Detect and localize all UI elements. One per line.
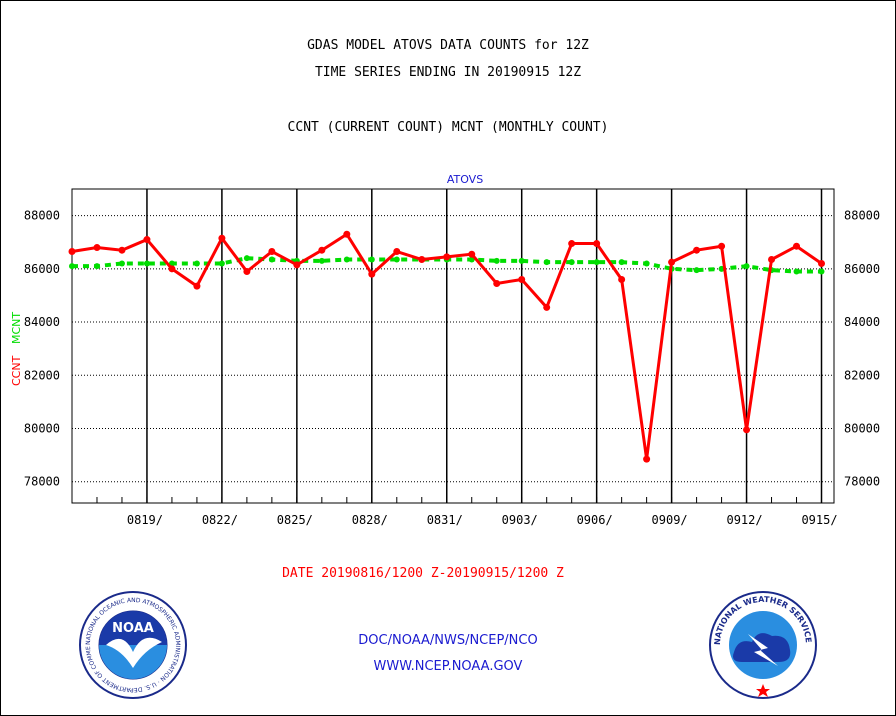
ccnt-point xyxy=(693,246,701,254)
mcnt-point xyxy=(743,263,750,270)
ccnt-point xyxy=(318,246,326,254)
ccnt-point xyxy=(68,248,76,256)
noaa-logo-text: NOAA xyxy=(112,621,154,636)
mcnt-point xyxy=(368,256,375,263)
chart-title-line3: CCNT (CURRENT COUNT) MCNT (MONTHLY COUNT… xyxy=(287,120,609,135)
mcnt-point xyxy=(618,259,625,266)
ccnt-point xyxy=(793,242,801,250)
x-tick-label: 0831/ xyxy=(427,513,463,527)
mcnt-point xyxy=(343,256,350,263)
y-tick-label-right: 82000 xyxy=(844,368,880,382)
x-tick-label: 0903/ xyxy=(502,513,538,527)
ccnt-point xyxy=(443,253,451,261)
ccnt-point xyxy=(493,279,501,287)
plot-area xyxy=(71,188,835,504)
y-tick-label-left: 82000 xyxy=(24,368,60,382)
x-tick-label: 0915/ xyxy=(801,513,837,527)
ccnt-point xyxy=(718,242,726,250)
ccnt-point xyxy=(343,230,351,238)
mcnt-point xyxy=(143,260,150,267)
mcnt-point xyxy=(318,257,325,264)
mcnt-point xyxy=(518,257,525,264)
ccnt-point xyxy=(143,236,151,244)
y-tick-label-left: 78000 xyxy=(24,475,60,489)
y-tick-label-left: 80000 xyxy=(24,421,60,435)
x-tick-label: 0909/ xyxy=(652,513,688,527)
x-tick-label: 0906/ xyxy=(577,513,613,527)
chart-title-line1: GDAS MODEL ATOVS DATA COUNTS for 12Z xyxy=(307,38,589,53)
mcnt-point xyxy=(118,260,125,267)
x-tick-label: 0825/ xyxy=(277,513,313,527)
y-tick-label-left: 86000 xyxy=(24,262,60,276)
nws-logo: NATIONAL WEATHER SERVICE xyxy=(709,591,817,699)
mcnt-point xyxy=(243,255,250,262)
y-axis-label-mcnt: MCNT xyxy=(10,312,23,344)
y-tick-label-right: 86000 xyxy=(844,262,880,276)
ccnt-point xyxy=(168,265,176,273)
mcnt-point xyxy=(793,268,800,275)
ccnt-point xyxy=(93,244,101,252)
org-label: DOC/NOAA/NWS/NCEP/NCO xyxy=(358,633,538,648)
ccnt-point xyxy=(193,282,201,290)
ccnt-point xyxy=(118,246,126,254)
y-tick-label-right: 84000 xyxy=(844,315,880,329)
y-tick-label-left: 88000 xyxy=(24,209,60,223)
ccnt-point xyxy=(418,256,426,264)
x-tick-label: 0828/ xyxy=(352,513,388,527)
mcnt-point xyxy=(693,267,700,274)
ccnt-point xyxy=(668,258,676,266)
mcnt-point xyxy=(643,260,650,267)
y-axis-label-ccnt: CCNT xyxy=(10,355,23,386)
url-label: WWW.NCEP.NOAA.GOV xyxy=(373,659,523,674)
mcnt-point xyxy=(568,259,575,266)
x-tick-label: 0819/ xyxy=(127,513,163,527)
y-tick-label-right: 78000 xyxy=(844,475,880,489)
ccnt-point xyxy=(618,275,626,283)
x-tick-label: 0912/ xyxy=(726,513,762,527)
mcnt-point xyxy=(69,263,75,270)
mcnt-point xyxy=(393,256,400,263)
noaa-logo: NATIONAL OCEANIC AND ATMOSPHERIC ADMINIS… xyxy=(78,590,187,699)
ccnt-point xyxy=(643,455,651,463)
ccnt-point xyxy=(743,426,751,434)
y-tick-label-right: 80000 xyxy=(844,421,880,435)
mcnt-point xyxy=(268,256,275,263)
mcnt-point xyxy=(93,263,100,270)
ccnt-point xyxy=(268,248,276,256)
ccnt-point xyxy=(293,261,301,269)
ccnt-point xyxy=(368,270,376,278)
mcnt-point xyxy=(493,257,500,264)
y-tick-label-right: 88000 xyxy=(844,209,880,223)
x-tick-label: 0822/ xyxy=(202,513,238,527)
ccnt-point xyxy=(543,303,551,311)
date-range-label: DATE 20190816/1200 Z-20190915/1200 Z xyxy=(282,566,564,581)
chart-subtitle: ATOVS xyxy=(447,173,483,186)
mcnt-point xyxy=(593,259,600,266)
mcnt-point xyxy=(818,268,825,275)
ccnt-point xyxy=(518,275,526,283)
mcnt-point xyxy=(218,260,225,267)
ccnt-point xyxy=(768,256,776,264)
mcnt-point xyxy=(193,260,200,267)
ccnt-point xyxy=(243,267,251,275)
ccnt-point xyxy=(593,240,601,248)
y-tick-label-left: 84000 xyxy=(24,315,60,329)
ccnt-point xyxy=(393,248,401,256)
ccnt-point xyxy=(218,234,226,242)
chart-title-line2: TIME SERIES ENDING IN 20190915 12Z xyxy=(314,65,582,80)
ccnt-point xyxy=(468,250,476,258)
ccnt-point xyxy=(818,260,826,268)
mcnt-point xyxy=(543,259,550,266)
ccnt-point xyxy=(568,240,576,248)
